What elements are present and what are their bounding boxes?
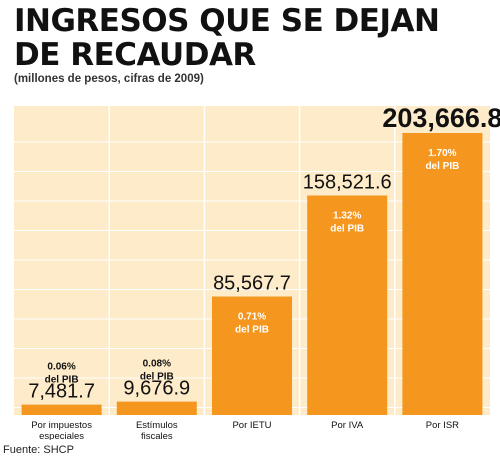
pct-label-unit: del PIB bbox=[330, 224, 364, 235]
value-label: 85,567.7 bbox=[213, 273, 291, 295]
category-label: especiales bbox=[39, 431, 84, 440]
category-label: fiscales bbox=[141, 431, 173, 440]
value-label: 158,521.6 bbox=[303, 172, 392, 194]
category-label: Por ISR bbox=[426, 420, 459, 431]
value-label: 9,676.9 bbox=[123, 378, 190, 400]
category-label: Por IETU bbox=[232, 420, 271, 431]
title-line-2: DE RECAUDAR bbox=[14, 37, 256, 73]
pct-label: 0.71% bbox=[238, 312, 266, 323]
pct-label-unit: del PIB bbox=[45, 375, 79, 386]
pct-label: 1.70% bbox=[428, 148, 456, 159]
pct-label: 1.32% bbox=[333, 211, 361, 222]
bar bbox=[402, 133, 483, 415]
pct-label-unit: del PIB bbox=[235, 325, 269, 336]
bar bbox=[212, 296, 292, 415]
category-label: Por IVA bbox=[331, 420, 364, 431]
bar bbox=[21, 404, 102, 415]
bar bbox=[116, 401, 197, 415]
title-line-1: INGRESOS QUE SE DEJAN bbox=[14, 3, 440, 39]
value-label: 7,481.7 bbox=[28, 381, 95, 403]
pct-label: 0.06% bbox=[47, 362, 75, 373]
category-label: Por impuestos bbox=[31, 420, 92, 431]
category-label: Estímulos bbox=[136, 420, 178, 431]
pct-label-unit: del PIB bbox=[140, 372, 174, 383]
pct-label: 0.08% bbox=[143, 359, 171, 370]
bar-chart: 7,481.7 0.06% del PIB Por impuestosespecial… bbox=[14, 103, 500, 440]
chart-subtitle: (millones de pesos, cifras de 2009) bbox=[14, 73, 204, 85]
chart-title: INGRESOS QUE SE DEJAN DE RECAUDAR bbox=[14, 3, 440, 73]
bar bbox=[307, 195, 388, 415]
pct-label-unit: del PIB bbox=[425, 161, 459, 172]
source-note: Fuente: SHCP bbox=[3, 444, 74, 456]
value-label: 203,666.8 bbox=[382, 103, 500, 133]
